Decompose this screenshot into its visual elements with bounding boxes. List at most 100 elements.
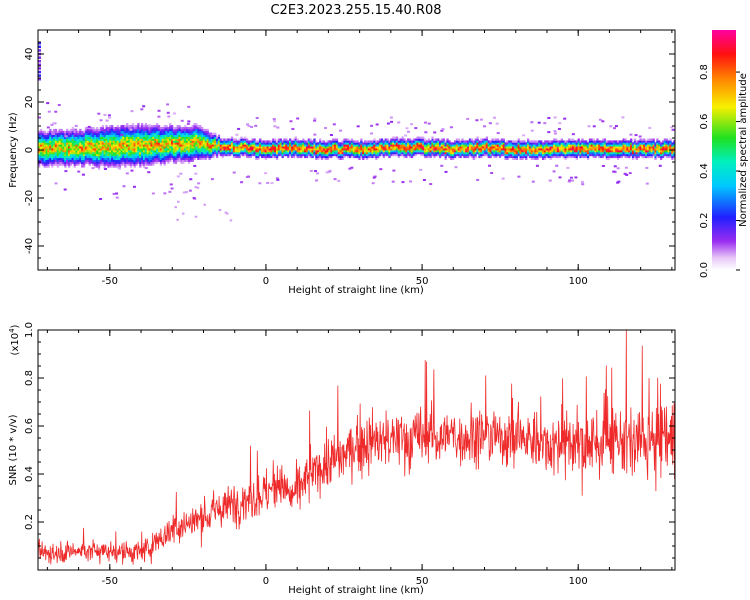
heatmap-cell	[103, 136, 106, 139]
heatmap-cell	[64, 144, 67, 147]
heatmap-cell	[590, 151, 593, 155]
heatmap-cell	[442, 153, 445, 157]
heatmap-cell	[144, 134, 148, 137]
heatmap-cell	[276, 178, 280, 181]
heatmap-cell	[208, 153, 211, 157]
heatmap-cell	[538, 155, 541, 159]
heatmap-cell	[47, 138, 50, 141]
heatmap-cell	[180, 146, 183, 149]
heatmap-cell	[223, 153, 226, 157]
heatmap-cell	[502, 142, 505, 145]
heatmap-cell	[429, 150, 432, 153]
heatmap-cell	[476, 140, 479, 143]
heatmap-cell	[250, 125, 254, 128]
heatmap-cell	[532, 155, 535, 159]
heatmap-cell	[283, 153, 286, 157]
heatmap-cell	[45, 151, 48, 155]
heatmap-cell	[229, 151, 232, 155]
heatmap-cell	[193, 140, 196, 143]
heatmap-cell	[305, 153, 309, 157]
heatmap-cell	[195, 144, 198, 147]
heatmap-cell	[641, 146, 644, 149]
heatmap-cell	[412, 153, 415, 157]
heatmap-cell	[549, 144, 552, 147]
heatmap-cell	[105, 136, 108, 139]
heatmap-cell	[555, 148, 558, 151]
heatmap-cell	[197, 142, 200, 145]
heatmap-cell	[96, 128, 99, 132]
heatmap-cell	[176, 157, 179, 160]
heatmap-cell	[633, 142, 637, 145]
heatmap-cell	[388, 144, 391, 147]
heatmap-cell	[472, 140, 475, 143]
heatmap-cell	[643, 151, 646, 155]
heatmap-cell	[54, 110, 58, 113]
heatmap-cell	[182, 146, 185, 149]
heatmap-cell	[156, 132, 159, 136]
heatmap-cell	[39, 144, 43, 147]
heatmap-cell	[356, 146, 359, 149]
heatmap-cell	[206, 132, 209, 136]
heatmap-cell	[64, 170, 68, 173]
heatmap-cell	[645, 146, 648, 149]
heatmap-cell	[112, 136, 116, 139]
heatmap-cell	[532, 146, 535, 149]
heatmap-cell	[571, 144, 575, 147]
heatmap-cell	[77, 161, 80, 164]
heatmap-cell	[133, 140, 136, 143]
heatmap-cell	[525, 157, 528, 160]
heatmap-cell	[590, 138, 593, 141]
heatmap-cell	[347, 153, 350, 157]
heatmap-cell	[279, 150, 282, 153]
heatmap-cell	[139, 128, 142, 132]
heatmap-cell	[244, 146, 247, 149]
heatmap-cell	[146, 163, 149, 166]
heatmap-cell	[234, 144, 237, 147]
heatmap-cell	[180, 119, 184, 122]
heatmap-cell	[60, 142, 63, 145]
heatmap-cell	[618, 146, 622, 149]
heatmap-cell	[142, 132, 146, 136]
heatmap-cell	[165, 134, 168, 137]
heatmap-cell	[244, 142, 247, 145]
heatmap-cell	[240, 142, 243, 145]
heatmap-cell	[124, 163, 127, 166]
heatmap-cell	[317, 144, 320, 147]
heatmap-cell	[171, 151, 174, 155]
heatmap-cell	[208, 146, 211, 149]
heatmap-cell	[513, 144, 517, 147]
heatmap-cell	[489, 148, 492, 151]
heatmap-cell	[611, 153, 614, 157]
heatmap-cell	[184, 191, 188, 194]
heatmap-cell	[650, 150, 653, 153]
heatmap-cell	[390, 120, 394, 123]
heatmap-cell	[163, 140, 166, 143]
heatmap-cell	[459, 151, 462, 155]
heatmap-cell	[410, 140, 414, 143]
heatmap-cell	[482, 146, 485, 149]
heatmap-cell	[324, 150, 327, 153]
heatmap-cell	[69, 150, 73, 153]
heatmap-cell	[208, 150, 211, 153]
heatmap-cell	[305, 146, 309, 149]
heatmap-cell	[371, 153, 374, 157]
heatmap-cell	[186, 151, 189, 155]
heatmap-cell	[658, 155, 661, 159]
heatmap-cell	[148, 136, 151, 139]
heatmap-cell	[281, 140, 284, 143]
y-tick-label: -40	[24, 238, 35, 254]
x-tick-label: 100	[569, 576, 588, 587]
heatmap-cell	[618, 148, 622, 151]
heatmap-cell	[94, 150, 97, 153]
heatmap-cell	[450, 155, 453, 159]
heatmap-cell	[118, 148, 121, 151]
heatmap-cell	[645, 155, 648, 159]
heatmap-cell	[43, 144, 46, 147]
heatmap-cell	[181, 212, 185, 215]
heatmap-cell	[171, 138, 174, 141]
heatmap-cell	[82, 148, 86, 151]
heatmap-cell	[56, 165, 60, 168]
heatmap-cell	[444, 157, 447, 160]
heatmap-cell	[360, 153, 363, 157]
heatmap-cell	[127, 126, 131, 130]
